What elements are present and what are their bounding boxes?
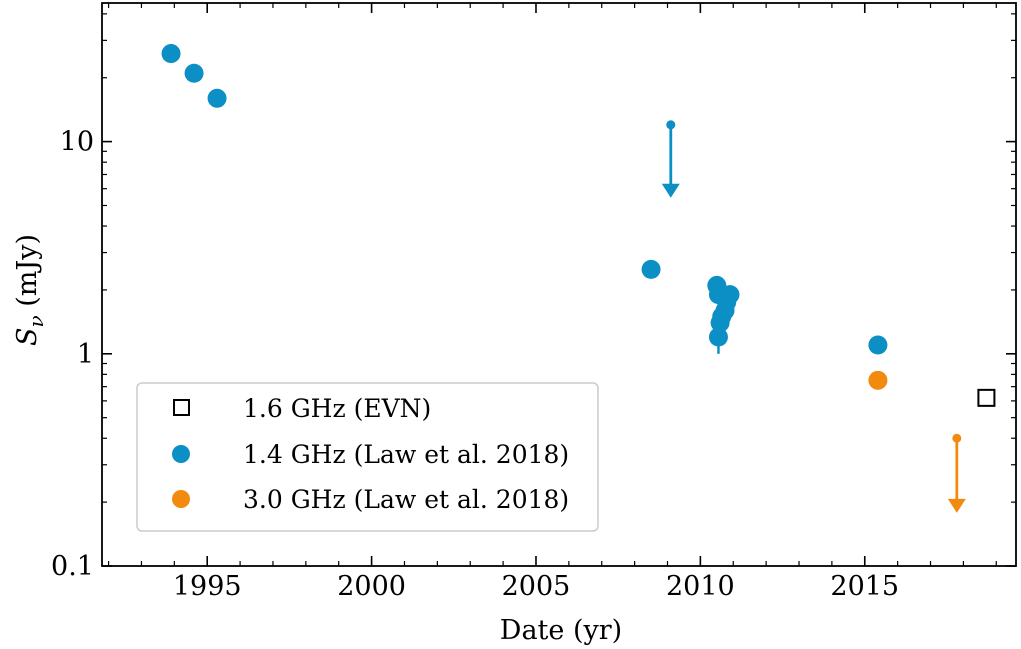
legend-marker-open-square xyxy=(173,399,190,416)
upper-limit-arrow xyxy=(661,120,680,198)
y-tick-label: 0.1 xyxy=(51,551,94,582)
y-axis-label: Sν (mJy) xyxy=(12,234,48,346)
x-tick-label: 2000 xyxy=(337,571,406,602)
x-tick-label: 2010 xyxy=(666,571,735,602)
x-tick-labels: 1995 2000 2005 2010 2015 xyxy=(173,571,899,602)
legend-box xyxy=(136,382,599,532)
data-point xyxy=(641,259,661,279)
legend: 1.6 GHz (EVN) 1.4 GHz (Law et al. 2018) … xyxy=(136,382,599,532)
x-tick-label: 2005 xyxy=(502,571,571,602)
data-point xyxy=(868,370,888,390)
y-tick-label: 1 xyxy=(77,339,94,370)
x-axis-label: Date (yr) xyxy=(500,615,622,646)
data-point xyxy=(161,44,181,64)
axis-ticks xyxy=(102,3,1016,567)
plot-area xyxy=(161,44,996,513)
axes-frame xyxy=(101,2,1017,567)
legend-label: 1.4 GHz (Law et al. 2018) xyxy=(243,440,569,469)
y-axis-label-unit: (mJy) xyxy=(12,234,43,315)
legend-label: 3.0 GHz (Law et al. 2018) xyxy=(243,485,569,514)
y-axis-label-symbol: S xyxy=(12,328,43,347)
upper-limit-arrowhead xyxy=(947,498,966,513)
legend-marker-orange-circle xyxy=(172,490,190,508)
legend-label: 1.6 GHz (EVN) xyxy=(243,394,431,423)
data-point xyxy=(710,313,730,333)
legend-entry-evn: 1.6 GHz (EVN) xyxy=(173,394,431,423)
y-tick-labels: 0.1 1 10 xyxy=(51,127,94,582)
data-point xyxy=(207,88,227,108)
data-point xyxy=(708,327,728,347)
data-point xyxy=(184,63,204,83)
legend-entry-law-3p0: 3.0 GHz (Law et al. 2018) xyxy=(172,485,569,514)
upper-limit-arrow xyxy=(947,433,966,513)
y-tick-label: 10 xyxy=(60,127,94,158)
data-point xyxy=(868,335,888,355)
data-point-square xyxy=(977,388,996,407)
svg-text:Sν (mJy): Sν (mJy) xyxy=(12,234,48,346)
legend-entry-law-1p4: 1.4 GHz (Law et al. 2018) xyxy=(172,440,569,469)
x-tick-label: 2015 xyxy=(830,571,899,602)
x-tick-label: 1995 xyxy=(173,571,242,602)
legend-marker-blue-circle xyxy=(172,445,190,463)
upper-limit-arrowhead xyxy=(661,183,680,198)
y-axis-label-subscript: ν xyxy=(24,315,48,327)
